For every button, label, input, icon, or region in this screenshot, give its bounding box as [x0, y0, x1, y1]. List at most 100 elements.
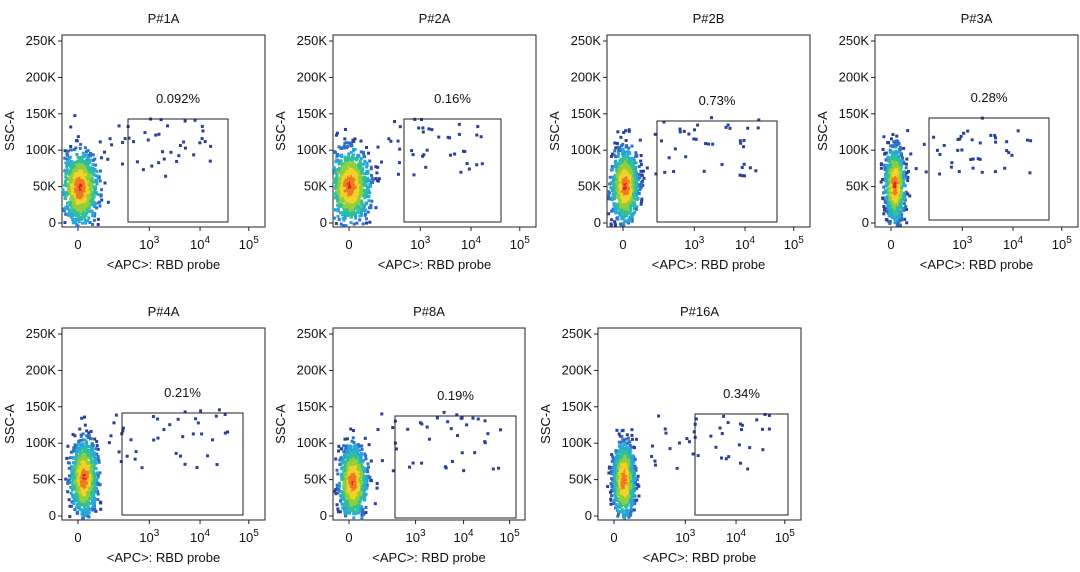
event-dot: [79, 161, 83, 165]
event-dot: [96, 497, 100, 501]
event-dot: [82, 499, 86, 503]
event-dot: [66, 444, 70, 448]
event-dot: [630, 198, 634, 202]
event-dot: [709, 116, 713, 120]
event-dot: [630, 144, 634, 148]
event-dot: [200, 124, 204, 128]
event-dot: [85, 492, 89, 496]
event-dot: [899, 195, 903, 199]
event-dot: [640, 200, 644, 204]
event-dot: [191, 432, 195, 436]
event-dot: [90, 192, 94, 196]
event-dot: [898, 218, 902, 222]
event-dot: [81, 207, 85, 211]
event-dot: [100, 198, 104, 202]
event-dot: [67, 478, 71, 482]
event-dot: [178, 454, 182, 458]
event-dot: [81, 190, 85, 194]
event-dot: [61, 188, 65, 192]
event-dot: [96, 471, 100, 475]
event-dot: [81, 496, 85, 500]
event-dot: [94, 447, 98, 451]
event-dot: [740, 165, 744, 169]
event-dot: [621, 196, 625, 200]
event-dot: [618, 199, 622, 203]
event-dot: [83, 216, 87, 220]
event-dot: [74, 205, 78, 209]
event-dot: [90, 190, 94, 194]
event-dot: [628, 191, 632, 195]
event-dot: [214, 414, 218, 418]
event-dot: [217, 408, 221, 412]
event-dot: [724, 125, 728, 129]
event-dot: [369, 180, 373, 184]
event-dot: [92, 218, 96, 222]
event-dot: [83, 486, 87, 490]
event-dot: [335, 131, 339, 135]
event-dot: [624, 178, 628, 182]
event-dot: [90, 494, 94, 498]
x-axis-label: <APC>: RBD probe: [378, 257, 491, 272]
event-dot: [619, 210, 623, 214]
event-dot: [355, 186, 359, 190]
event-dot: [627, 165, 631, 169]
event-dot: [134, 450, 138, 454]
event-dot: [334, 187, 338, 191]
event-dot: [80, 198, 84, 202]
event-dot: [618, 146, 622, 150]
event-dot: [420, 118, 424, 122]
event-dot: [903, 173, 907, 177]
event-dot: [69, 148, 73, 152]
event-dot: [95, 178, 99, 182]
event-dot: [151, 415, 155, 419]
y-tick-label: 250K: [571, 33, 602, 48]
event-dot: [898, 182, 902, 186]
event-dot: [376, 165, 380, 169]
event-dot: [79, 164, 83, 168]
event-dot: [888, 196, 892, 200]
event-dot: [79, 442, 83, 446]
event-dot: [70, 472, 74, 476]
event-dot: [87, 497, 91, 501]
event-dot: [898, 162, 902, 166]
event-dot: [1010, 153, 1014, 157]
event-dot: [369, 173, 373, 177]
event-dot: [72, 484, 76, 488]
event-dot: [80, 458, 84, 462]
event-dot: [81, 182, 85, 186]
event-dot: [358, 162, 362, 166]
event-dot: [888, 187, 892, 191]
event-dot: [893, 155, 897, 159]
event-dot: [899, 170, 903, 174]
event-dot: [634, 192, 638, 196]
event-dot: [80, 502, 84, 506]
event-dot: [902, 195, 906, 199]
event-dot: [87, 448, 91, 452]
event-dot: [84, 180, 88, 184]
event-dot: [623, 208, 627, 212]
event-dot: [348, 184, 352, 188]
event-dot: [886, 202, 890, 206]
event-dot: [76, 155, 80, 159]
event-dot: [181, 435, 185, 439]
event-dot: [627, 129, 631, 133]
event-dot: [893, 175, 897, 179]
event-dot: [90, 460, 94, 464]
event-dot: [98, 140, 102, 144]
event-dot: [73, 114, 77, 118]
event-dot: [358, 159, 362, 163]
x-tick-label: 0: [619, 237, 626, 252]
event-dot: [631, 185, 635, 189]
event-dot: [75, 174, 79, 178]
event-dot: [95, 180, 99, 184]
event-dot: [622, 153, 626, 157]
event-dot: [350, 154, 354, 158]
event-dot: [885, 209, 889, 213]
event-dot: [81, 514, 85, 518]
event-dot: [82, 159, 86, 163]
event-dot: [348, 203, 352, 207]
event-dot: [83, 507, 87, 511]
event-dot: [740, 174, 744, 178]
event-dot: [70, 192, 74, 196]
